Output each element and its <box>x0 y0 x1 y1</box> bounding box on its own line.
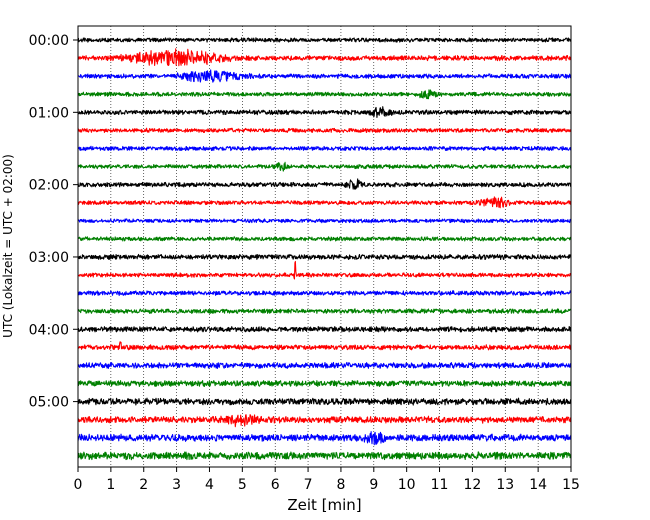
x-tick-label-7: 7 <box>304 477 313 493</box>
trace-0215 <box>77 196 572 209</box>
x-tick-label-4: 4 <box>205 477 214 493</box>
trace-0400 <box>77 325 572 333</box>
y-tick-label-0100: 01:00 <box>29 105 69 121</box>
trace-0445 <box>77 380 572 388</box>
x-tick-label-6: 6 <box>271 477 280 493</box>
trace-0145 <box>77 161 572 172</box>
x-tick-label-5: 5 <box>238 477 247 493</box>
trace-0030 <box>77 69 572 83</box>
trace-0045 <box>77 89 572 100</box>
trace-0500 <box>77 397 572 406</box>
trace-0315 <box>77 260 572 280</box>
trace-0515 <box>77 414 572 428</box>
y-tick-label-0000: 00:00 <box>29 33 69 49</box>
trace-0300 <box>77 253 572 261</box>
trace-0130 <box>77 145 572 152</box>
y-tick-label-0300: 03:00 <box>29 250 69 266</box>
y-tick-label-0200: 02:00 <box>29 178 69 194</box>
trace-0330 <box>77 290 572 297</box>
trace-0200 <box>77 178 572 190</box>
trace-0015 <box>77 48 572 67</box>
trace-0545 <box>77 451 572 461</box>
trace-0530 <box>77 431 572 446</box>
x-tick-label-9: 9 <box>369 477 378 493</box>
trace-0430 <box>77 361 572 369</box>
trace-0245 <box>77 236 572 242</box>
trace-0115 <box>77 127 572 134</box>
x-tick-label-14: 14 <box>529 477 547 493</box>
x-axis-label: Zeit [min] <box>287 496 361 514</box>
y-tick-label-0500: 05:00 <box>29 395 69 411</box>
trace-0000 <box>77 37 572 43</box>
y-tick-label-0400: 04:00 <box>29 322 69 338</box>
x-tick-label-8: 8 <box>336 477 345 493</box>
trace-0415 <box>77 341 572 351</box>
y-axis-ticks: 00:00 01:00 02:00 03:00 04:00 05:00 <box>29 33 78 411</box>
x-tick-label-1: 1 <box>106 477 115 493</box>
x-tick-label-10: 10 <box>398 477 416 493</box>
plot-area <box>78 26 571 467</box>
x-axis-ticks: 0 1 2 3 4 5 6 7 8 9 10 11 12 13 14 15 <box>74 467 580 493</box>
x-tick-label-15: 15 <box>562 477 580 493</box>
x-tick-label-0: 0 <box>74 477 83 493</box>
x-tick-label-3: 3 <box>172 477 181 493</box>
trace-0230 <box>77 218 572 224</box>
trace-0345 <box>77 308 572 315</box>
plot-frame <box>77 25 572 468</box>
x-tick-label-2: 2 <box>139 477 148 493</box>
seismic-traces <box>77 37 572 461</box>
x-tick-label-13: 13 <box>496 477 514 493</box>
y-axis-label: UTC (Lokalzeit = UTC + 02:00) <box>1 154 15 338</box>
trace-0100 <box>77 106 572 118</box>
x-tick-label-11: 11 <box>431 477 449 493</box>
x-tick-label-12: 12 <box>463 477 481 493</box>
